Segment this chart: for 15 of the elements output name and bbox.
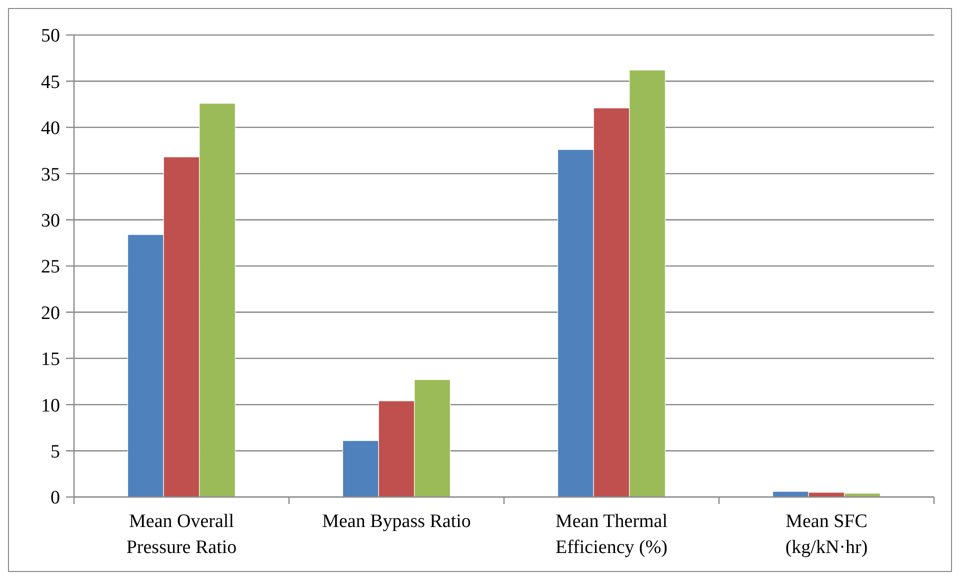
y-tick-label: 30 xyxy=(41,210,60,232)
y-tick-label: 40 xyxy=(41,118,60,140)
y-tick-label: 45 xyxy=(41,72,60,93)
y-tick-label: 10 xyxy=(41,395,60,416)
x-tick-label: Mean Thermal Efficiency (%) xyxy=(555,511,668,558)
y-tick-label: 50 xyxy=(41,26,60,47)
x-tick-label: Mean Overall Pressure Ratio xyxy=(126,511,237,558)
y-tick-label: 35 xyxy=(41,164,60,186)
y-tick-label: 0 xyxy=(50,488,60,509)
y-tick-label: 25 xyxy=(41,256,60,278)
x-tick-label: Mean Bypass Ratio xyxy=(322,511,471,532)
x-tick-label: Mean SFC (kg/kN·hr) xyxy=(785,511,868,558)
y-tick-label: 20 xyxy=(41,302,60,324)
y-tick-label: 5 xyxy=(50,441,60,462)
y-tick-label: 15 xyxy=(41,349,60,370)
